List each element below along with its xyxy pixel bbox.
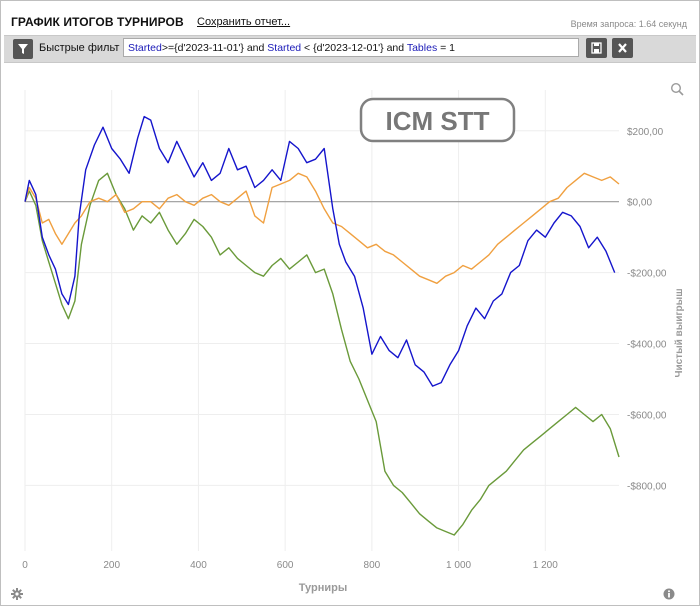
y-axis-title: Чистый выигрыш — [674, 288, 685, 377]
filter-icon[interactable] — [13, 39, 33, 59]
y-tick-label: -$800,00 — [627, 481, 667, 492]
y-tick-label: -$400,00 — [627, 340, 667, 351]
x-tick-label: 600 — [277, 560, 294, 571]
x-tick-label: 1 200 — [533, 560, 558, 571]
filter-field-token: Started — [128, 42, 162, 54]
header: ГРАФИК ИТОГОВ ТУРНИРОВ Сохранить отчет..… — [1, 1, 699, 35]
series-line-green — [24, 172, 620, 536]
query-time-label: Время запроса: 1.64 секунд — [570, 19, 687, 29]
filter-expression-token: = 1 — [437, 42, 456, 54]
page-title: ГРАФИК ИТОГОВ ТУРНИРОВ — [11, 15, 184, 29]
series-line-orange — [24, 172, 620, 285]
filter-field-token: Started — [267, 42, 302, 54]
filter-expression-token: < {d'2023-12-01'} and — [301, 42, 407, 54]
info-icon[interactable] — [663, 587, 675, 605]
series-line-blue — [24, 115, 616, 387]
floppy-disk-icon[interactable] — [586, 38, 607, 58]
x-axis-title: Турниры — [299, 582, 348, 594]
x-tick-label: 200 — [103, 560, 120, 571]
filter-field-token: Tables — [406, 42, 438, 54]
save-report-link[interactable]: Сохранить отчет... — [197, 16, 291, 28]
y-tick-label: -$600,00 — [627, 410, 667, 421]
watermark: ICM STT — [359, 97, 516, 143]
x-tick-label: 1 000 — [446, 560, 471, 571]
results-chart: 0 200 400 600 800 1 000 1 200 $200,00 $0,00 -$20… — [22, 82, 685, 594]
gear-icon[interactable] — [10, 587, 24, 606]
y-tick-label: $0,00 — [627, 198, 652, 209]
x-tick-label: 400 — [190, 560, 207, 571]
x-tick-label: 0 — [22, 560, 28, 571]
y-tick-label: $200,00 — [627, 127, 664, 138]
filter-bar: Быстрые фильт Started>={d'2023-11-01'} a… — [4, 35, 696, 63]
watermark-text: ICM STT — [386, 106, 490, 136]
close-icon[interactable] — [612, 38, 633, 58]
quick-filter-label: Быстрые фильт — [39, 42, 120, 54]
quick-filter-input[interactable]: Started>={d'2023-11-01'} and Started < {… — [123, 38, 579, 57]
y-tick-label: -$200,00 — [627, 269, 667, 280]
filter-expression-token: >={d'2023-11-01'} and — [161, 42, 268, 54]
x-tick-label: 800 — [364, 560, 381, 571]
magnifier-icon[interactable] — [670, 82, 684, 96]
